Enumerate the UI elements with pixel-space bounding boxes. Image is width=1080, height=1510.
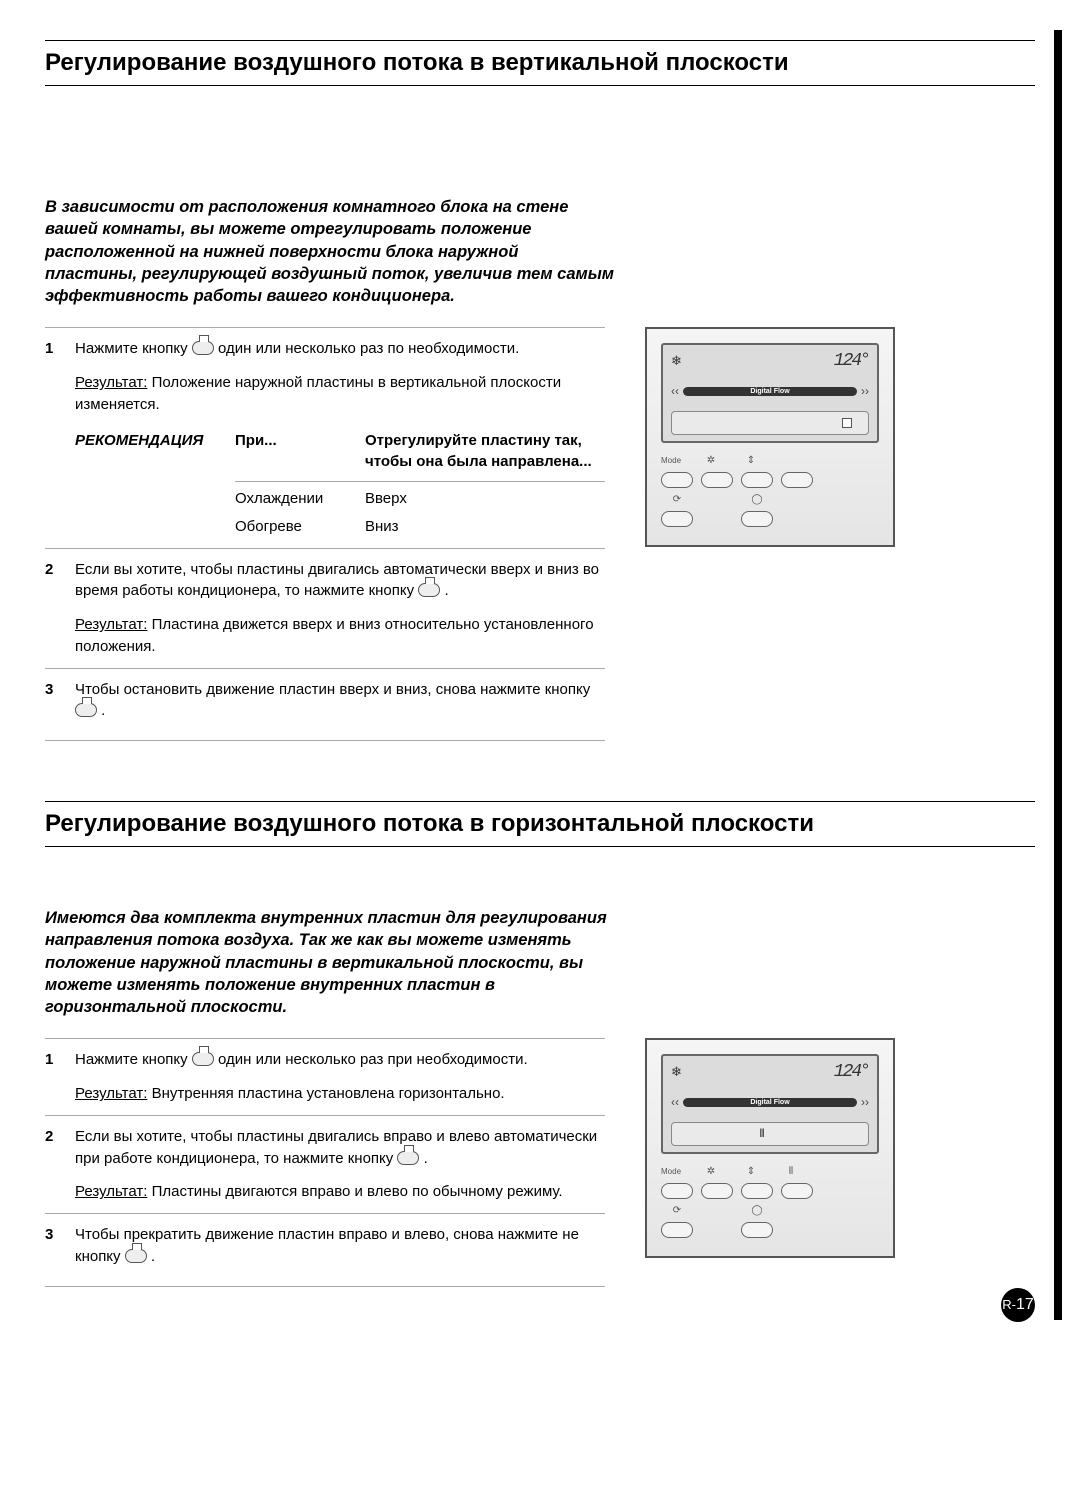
step-number: 3 bbox=[45, 1224, 63, 1268]
step-number: 1 bbox=[45, 1049, 63, 1105]
section-b-title: Регулирование воздушного потока в горизо… bbox=[45, 801, 1035, 847]
rec-col1: При... bbox=[235, 430, 365, 474]
step-number: 2 bbox=[45, 1126, 63, 1203]
rec-col2: Отрегулируйте пластину так, чтобы она бы… bbox=[365, 430, 605, 474]
step-text: Чтобы остановить движение пластин вверх … bbox=[75, 681, 590, 698]
remote-illustration-b: ❄ 124° ‹‹ Digital Flow ›› ⫴ Mode ✲ ⇕ ⫴ bbox=[645, 1038, 895, 1258]
digital-flow-label: Digital Flow bbox=[683, 1098, 857, 1107]
step-b1: 1 Нажмите кнопку один или несколько раз … bbox=[45, 1038, 605, 1115]
result-label: Результат: bbox=[75, 616, 147, 633]
result-label: Результат: bbox=[75, 1085, 147, 1102]
result-label: Результат: bbox=[75, 1183, 147, 1200]
remote-button bbox=[701, 472, 733, 488]
swing-vertical-icon bbox=[75, 703, 97, 717]
swing-horizontal-icon bbox=[125, 1249, 147, 1263]
swing-h-icon: ⫴ bbox=[775, 1166, 807, 1177]
remote-button bbox=[661, 1183, 693, 1199]
recommendation-table: РЕКОМЕНДАЦИЯ При... Отрегулируйте пласти… bbox=[75, 430, 605, 538]
remote-screen: ❄ 124° ‹‹ Digital Flow ›› bbox=[661, 343, 879, 443]
table-row: Обогреве Вниз bbox=[235, 510, 605, 538]
result-label: Результат: bbox=[75, 374, 147, 391]
remote-button bbox=[741, 1222, 773, 1238]
horizontal-indicator-icon: ⫴ bbox=[760, 1128, 765, 1141]
snowflake-icon: ❄ bbox=[671, 353, 682, 369]
step-text: один или несколько раз по необходимости. bbox=[218, 340, 519, 357]
step-a3: 3 Чтобы остановить движение пластин ввер… bbox=[45, 668, 605, 733]
table-row: Охлаждении Вверх bbox=[235, 482, 605, 510]
mode-label: Mode bbox=[661, 1167, 687, 1176]
step-text: Нажмите кнопку bbox=[75, 1051, 192, 1068]
circle-icon: ◯ bbox=[741, 494, 773, 505]
step-text: Если вы хотите, чтобы пластины двигались… bbox=[75, 1128, 597, 1167]
step-text: . bbox=[101, 702, 105, 719]
step-text: один или несколько раз при необходимости… bbox=[218, 1051, 528, 1068]
remote-button bbox=[701, 1183, 733, 1199]
vertical-indicator-icon bbox=[842, 418, 852, 428]
remote-button bbox=[661, 472, 693, 488]
temp-display: 124° bbox=[834, 1062, 869, 1082]
section-b-intro: Имеются два комплекта внутренних пластин… bbox=[45, 907, 615, 1018]
temp-display: 124° bbox=[834, 351, 869, 371]
chevron-left-icon: ‹‹ bbox=[671, 1095, 679, 1109]
step-text: . bbox=[424, 1150, 428, 1167]
mode-label: Mode bbox=[661, 456, 687, 465]
section-a-title: Регулирование воздушного потока в вертик… bbox=[45, 40, 1035, 86]
step-a1: 1 Нажмите кнопку один или несколько раз … bbox=[45, 327, 605, 547]
remote-button bbox=[781, 472, 813, 488]
step-text: Нажмите кнопку bbox=[75, 340, 192, 357]
power-icon: ⟳ bbox=[661, 1205, 693, 1216]
step-text: . bbox=[444, 582, 448, 599]
step-number: 1 bbox=[45, 338, 63, 537]
rec-label: РЕКОМЕНДАЦИЯ bbox=[75, 430, 225, 538]
swing-v-icon: ⇕ bbox=[735, 1166, 767, 1177]
swing-vertical-icon bbox=[418, 583, 440, 597]
chevron-right-icon: ›› bbox=[861, 1095, 869, 1109]
remote-button bbox=[741, 511, 773, 527]
page-number-badge: R-17 bbox=[1001, 1288, 1035, 1322]
step-number: 2 bbox=[45, 559, 63, 658]
snowflake-icon: ❄ bbox=[671, 1064, 682, 1080]
remote-screen: ❄ 124° ‹‹ Digital Flow ›› ⫴ bbox=[661, 1054, 879, 1154]
step-a2: 2 Если вы хотите, чтобы пластины двигали… bbox=[45, 548, 605, 668]
fan-icon: ✲ bbox=[695, 455, 727, 466]
result-text: Пластины двигаются вправо и влево по обы… bbox=[152, 1183, 563, 1200]
remote-button bbox=[741, 472, 773, 488]
circle-icon: ◯ bbox=[741, 1205, 773, 1216]
swing-horizontal-icon bbox=[397, 1151, 419, 1165]
swing-vertical-icon bbox=[192, 341, 214, 355]
fan-icon: ✲ bbox=[695, 1166, 727, 1177]
remote-illustration-a: ❄ 124° ‹‹ Digital Flow ›› Mode ✲ ⇕ bbox=[645, 327, 895, 547]
step-b2: 2 Если вы хотите, чтобы пластины двигали… bbox=[45, 1115, 605, 1213]
remote-button bbox=[661, 1222, 693, 1238]
result-text: Положение наружной пластины в вертикальн… bbox=[75, 374, 561, 413]
step-number: 3 bbox=[45, 679, 63, 723]
step-text: . bbox=[151, 1248, 155, 1265]
chevron-left-icon: ‹‹ bbox=[671, 384, 679, 398]
power-icon: ⟳ bbox=[661, 494, 693, 505]
swing-horizontal-icon bbox=[192, 1052, 214, 1066]
remote-button bbox=[661, 511, 693, 527]
side-stripe bbox=[1054, 30, 1062, 1320]
result-text: Пластина движется вверх и вниз относител… bbox=[75, 616, 594, 655]
swing-v-icon: ⇕ bbox=[735, 455, 767, 466]
remote-button bbox=[741, 1183, 773, 1199]
chevron-right-icon: ›› bbox=[861, 384, 869, 398]
section-b-content: 1 Нажмите кнопку один или несколько раз … bbox=[45, 1038, 1035, 1286]
section-a-intro: В зависимости от расположения комнатного… bbox=[45, 196, 615, 307]
step-b3: 3 Чтобы прекратить движение пластин впра… bbox=[45, 1213, 605, 1278]
remote-button bbox=[781, 1183, 813, 1199]
digital-flow-label: Digital Flow bbox=[683, 387, 857, 396]
result-text: Внутренняя пластина установлена горизонт… bbox=[152, 1085, 505, 1102]
step-text: Если вы хотите, чтобы пластины двигались… bbox=[75, 561, 599, 600]
section-a-content: 1 Нажмите кнопку один или несколько раз … bbox=[45, 327, 1035, 741]
